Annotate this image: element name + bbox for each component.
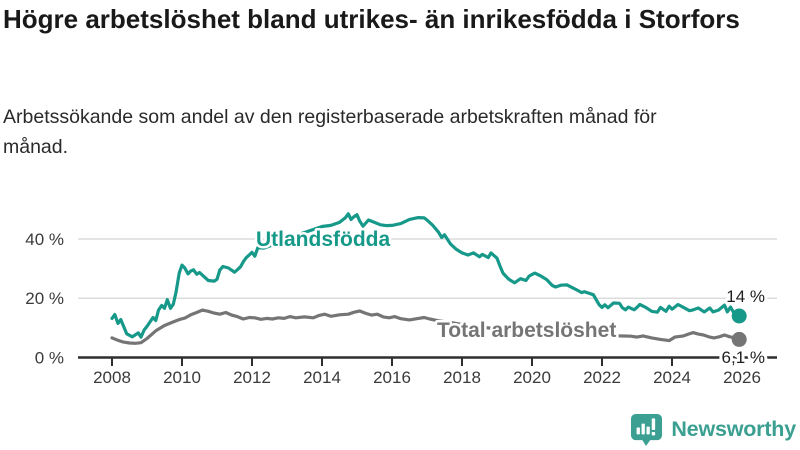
x-axis-tick-label: 2026 — [723, 368, 761, 387]
y-axis-tick-label: 20 % — [25, 289, 64, 308]
end-dot-utlandsfodda — [731, 308, 747, 324]
series-label-utlandsfodda: Utlandsfödda — [256, 228, 390, 251]
y-axis-tick-label: 0 % — [35, 349, 64, 368]
x-axis-tick-label: 2008 — [93, 368, 131, 387]
x-axis-tick-label: 2024 — [653, 368, 691, 387]
newsworthy-chart-bubble-icon — [631, 413, 663, 446]
x-axis-tick-label: 2020 — [513, 368, 551, 387]
x-axis-tick-label: 2014 — [303, 368, 341, 387]
newsworthy-logo: Newsworthy — [630, 413, 796, 446]
axis-layer: 0 % 20 % 40 % 2008 2010 2012 2014 2016 2018 2020 2… — [25, 230, 777, 387]
x-axis-tick-label: 2022 — [583, 368, 621, 387]
series-line-total-arbetsloshet — [110, 308, 741, 345]
end-value-utlandsfodda: 14 % — [726, 287, 765, 306]
end-dot-total-arbetsloshet — [731, 331, 747, 347]
series-label-total-arbetsloshet: Total arbetslöshet — [437, 319, 616, 342]
chart-subtitle: Arbetssökande som andel av den registerb… — [3, 106, 657, 159]
series-line-utlandsfodda — [110, 212, 741, 339]
x-axis-tick-label: 2010 — [163, 368, 201, 387]
newsworthy-wordmark: Newsworthy — [671, 417, 796, 441]
x-axis-tick-label: 2016 — [373, 368, 411, 387]
y-axis-tick-label: 40 % — [25, 230, 64, 249]
x-axis-tick-label: 2018 — [443, 368, 481, 387]
page-title: Högre arbetslöshet bland utrikes- än inr… — [3, 4, 740, 34]
grid-layer — [78, 238, 777, 299]
end-value-total-arbetsloshet: 6,1 % — [722, 348, 765, 367]
x-axis-tick-label: 2012 — [233, 368, 271, 387]
